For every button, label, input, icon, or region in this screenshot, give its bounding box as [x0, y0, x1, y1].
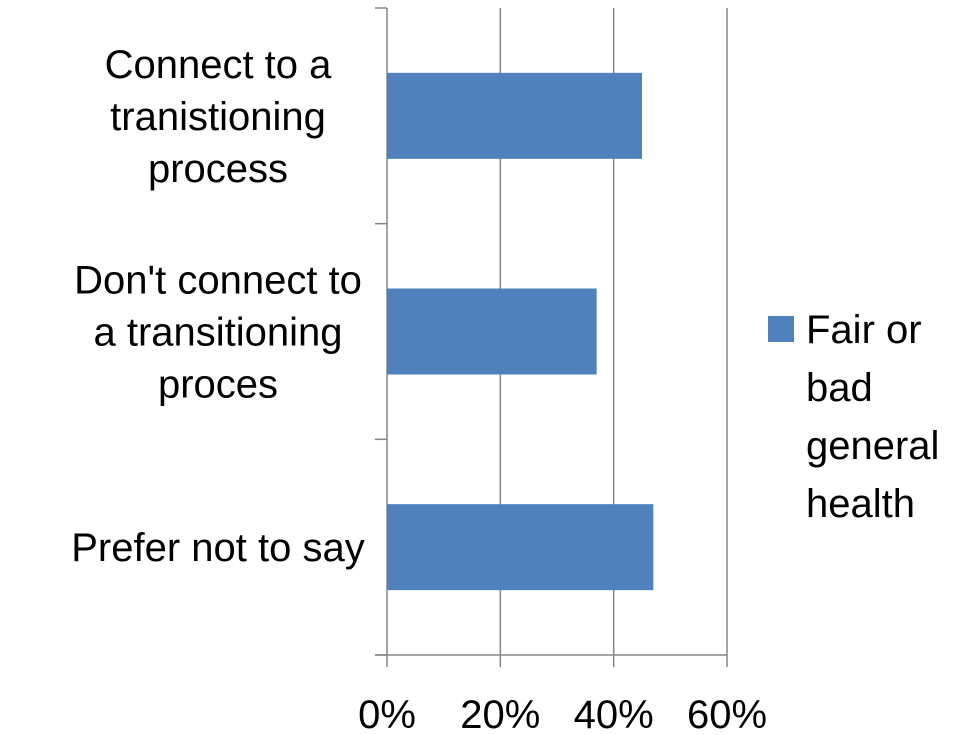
category-label-2-0: Prefer not to say — [71, 526, 364, 570]
category-label-0-1: tranistioning — [110, 95, 326, 139]
x-tick-label-1: 20% — [460, 693, 540, 735]
bar-2 — [387, 504, 654, 591]
x-tick-label-0: 0% — [358, 693, 416, 735]
legend-label-1: bad — [806, 366, 873, 410]
category-label-0-0: Connect to a — [105, 43, 333, 87]
x-tick-labels: 0% 20% 40% 60% — [358, 693, 767, 735]
bar-0 — [387, 72, 642, 159]
category-label-1-0: Don't connect to — [74, 259, 362, 303]
legend-label-2: general — [806, 424, 939, 468]
category-label-1-1: a transitioning — [93, 311, 342, 355]
legend-label-0: Fair or — [806, 308, 922, 352]
category-label-0-2: process — [148, 147, 288, 191]
x-tick-label-3: 60% — [687, 693, 767, 735]
category-label-1-2: proces — [158, 363, 278, 407]
x-tick-label-2: 40% — [574, 693, 654, 735]
bars — [387, 72, 654, 591]
category-labels: Connect to a tranistioning process Don't co… — [71, 43, 364, 570]
legend-swatch — [768, 316, 794, 342]
legend-label-3: health — [806, 482, 915, 526]
legend: Fair or bad general health — [768, 308, 939, 526]
bar-1 — [387, 288, 597, 375]
